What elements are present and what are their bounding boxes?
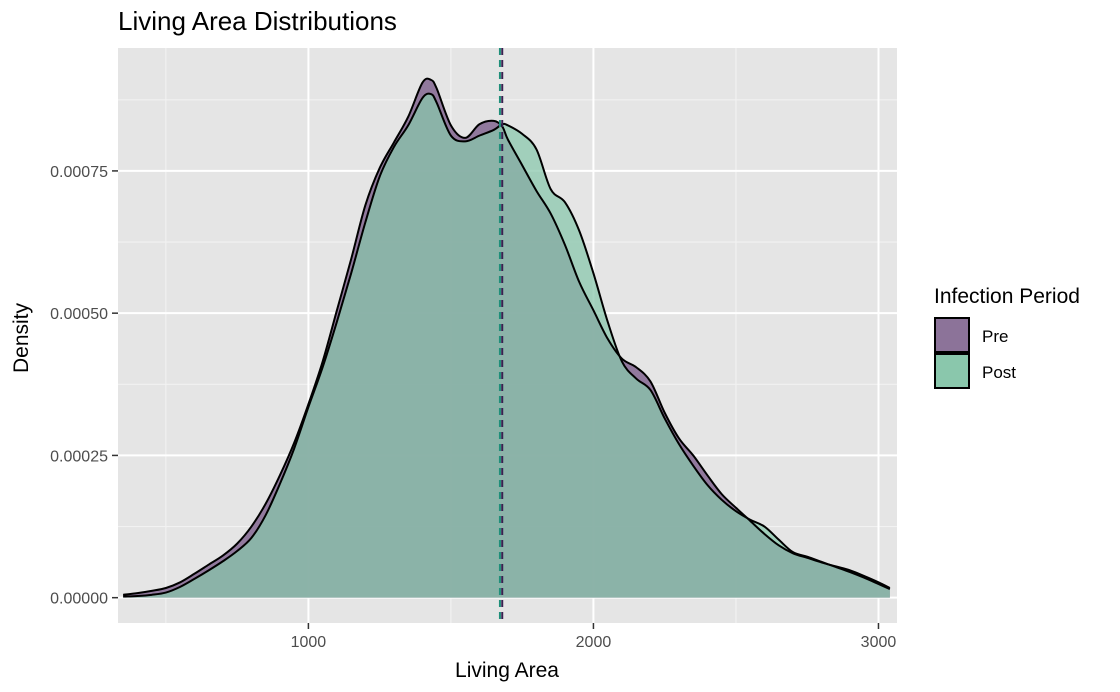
y-axis-ticks: 0.00000 0.00025 0.00050 0.00075 xyxy=(50,164,118,608)
density-area-post xyxy=(123,93,890,598)
legend-label-post: Post xyxy=(982,363,1016,382)
legend: Infection Period Pre Post xyxy=(934,285,1080,389)
y-tick-label: 0.00075 xyxy=(50,164,108,181)
y-axis-title: Density xyxy=(10,302,33,373)
x-tick-label: 2000 xyxy=(576,634,612,651)
y-tick-label: 0.00000 xyxy=(50,591,108,608)
x-axis-title: Living Area xyxy=(455,659,559,682)
legend-key-pre xyxy=(934,317,970,353)
x-axis-ticks: 1000 2000 3000 xyxy=(291,623,897,651)
x-tick-label: 3000 xyxy=(861,634,897,651)
y-tick-label: 0.00050 xyxy=(50,306,108,323)
legend-title: Infection Period xyxy=(934,285,1080,308)
y-tick-label: 0.00025 xyxy=(50,448,108,465)
legend-key-post xyxy=(934,353,970,389)
x-tick-label: 1000 xyxy=(291,634,327,651)
legend-label-pre: Pre xyxy=(982,327,1008,346)
chart-title: Living Area Distributions xyxy=(118,6,397,36)
